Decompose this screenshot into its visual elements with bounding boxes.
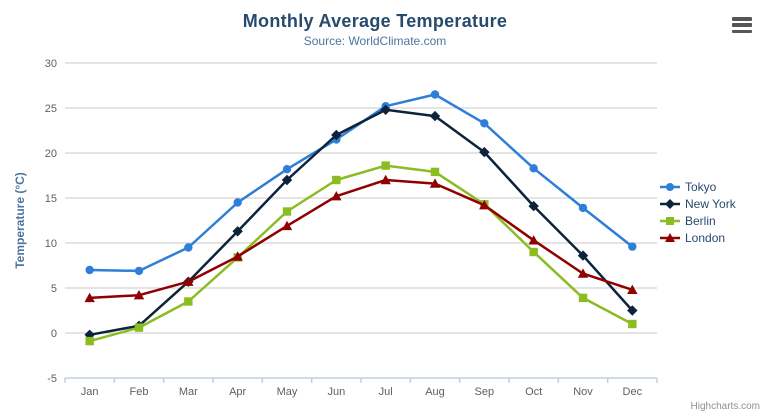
data-point-marker-triangle[interactable] [380,174,391,185]
y-axis-label: 0 [51,328,57,340]
chart-title: Monthly Average Temperature [242,11,508,31]
legend-item-berlin[interactable]: Berlin [660,212,736,229]
data-point-marker-circle [666,182,674,191]
legend-label: Tokyo [685,179,717,194]
data-point-marker-square[interactable] [430,167,440,177]
data-point-marker-triangle[interactable] [281,220,293,231]
y-axis-label: 25 [45,103,57,115]
data-point-marker-square[interactable] [85,336,94,346]
series-line[interactable] [88,108,634,337]
data-point-marker-circle[interactable] [233,198,242,207]
y-axis-label: 10 [45,238,57,250]
hamburger-menu-icon [732,29,752,33]
legend-item-london[interactable]: London [660,229,736,246]
data-point-marker-square[interactable] [184,297,193,306]
x-axis-label: Apr [229,386,246,398]
data-point-marker-triangle[interactable] [429,178,441,188]
chart-subtitle: Source: WorldClimate.com [303,34,447,48]
x-axis-label: Aug [425,386,445,398]
data-point-marker-square [666,216,674,225]
data-point-marker-square[interactable] [282,207,292,216]
data-point-marker-triangle[interactable] [627,284,638,294]
hamburger-menu-icon [732,17,752,21]
y-axis-label: 15 [45,193,57,205]
diamond-legend-marker-icon [660,198,680,209]
data-point-marker-triangle[interactable] [479,200,490,210]
triangle-legend-marker-icon [660,232,680,242]
y-axis-label: 5 [51,283,57,295]
data-point-marker-triangle[interactable] [183,276,194,286]
legend-item-tokyo[interactable]: Tokyo [660,178,736,195]
credits-label: Highcharts.com [690,401,760,412]
series-line[interactable] [88,164,634,343]
square-legend-marker-icon [660,216,680,225]
data-point-marker-circle[interactable] [578,203,588,213]
legend-item-new-york[interactable]: New York [660,195,736,212]
circle-legend-marker-icon [660,182,680,191]
data-point-marker-diamond[interactable] [429,110,441,122]
data-point-marker-diamond[interactable] [479,146,490,158]
data-point-marker-square[interactable] [628,319,637,329]
data-point-marker-triangle[interactable] [331,191,342,201]
data-point-marker-circle[interactable] [628,242,637,251]
series-tokyo [85,90,637,276]
hamburger-menu-icon [732,23,752,27]
data-point-marker-circle[interactable] [480,119,489,128]
data-point-marker-triangle[interactable] [133,290,145,300]
y-axis-label: -5 [47,373,57,385]
series-london [84,174,638,303]
data-point-marker-square[interactable] [529,247,538,257]
x-axis-label: May [277,386,298,398]
data-point-marker-diamond[interactable] [232,226,243,237]
context-menu-button[interactable] [732,17,754,33]
data-point-marker-triangle[interactable] [577,268,589,278]
data-point-marker-circle[interactable] [85,265,94,275]
data-point-marker-diamond[interactable] [577,250,589,261]
y-axis-title: Temperature (°C) [13,172,27,269]
data-point-marker-circle[interactable] [430,90,440,99]
x-axis-label: Jun [327,386,345,398]
x-axis-label: Sep [475,386,495,398]
x-axis-label: Oct [525,386,542,398]
data-point-marker-triangle[interactable] [232,251,243,261]
data-point-marker-triangle [665,232,675,242]
x-axis-label: Mar [179,386,198,398]
legend-label: New York [685,196,736,211]
data-point-marker-diamond [665,198,675,209]
x-axis-label: Nov [573,386,593,398]
legend-label: Berlin [685,213,716,228]
data-point-marker-diamond[interactable] [380,104,391,115]
x-axis-label: Feb [130,386,149,398]
y-axis-label: 30 [45,58,57,70]
data-point-marker-square[interactable] [332,175,341,185]
y-axis-label: 20 [45,148,57,160]
x-axis-label: Jan [81,386,99,398]
data-point-marker-triangle[interactable] [84,292,95,303]
x-axis-label: Jul [379,386,393,398]
data-point-marker-diamond[interactable] [281,174,293,186]
series-line[interactable] [88,178,634,300]
legend: Tokyo New York Berlin London [660,178,736,246]
series-new-york [84,104,638,340]
data-point-marker-diamond[interactable] [627,305,638,316]
data-point-marker-circle[interactable] [282,165,292,174]
series-line[interactable] [88,93,634,273]
data-point-marker-circle[interactable] [529,164,538,173]
x-axis-label: Dec [623,386,643,398]
data-point-marker-diamond[interactable] [528,200,539,212]
data-point-marker-triangle[interactable] [528,235,539,245]
data-point-marker-circle[interactable] [134,266,144,276]
legend-label: London [685,230,726,245]
data-point-marker-circle[interactable] [184,243,193,252]
data-point-marker-square[interactable] [381,161,390,170]
data-point-marker-diamond[interactable] [331,129,342,141]
data-point-marker-square[interactable] [578,293,588,303]
data-point-marker-square[interactable] [134,323,144,332]
series-berlin [85,161,637,346]
